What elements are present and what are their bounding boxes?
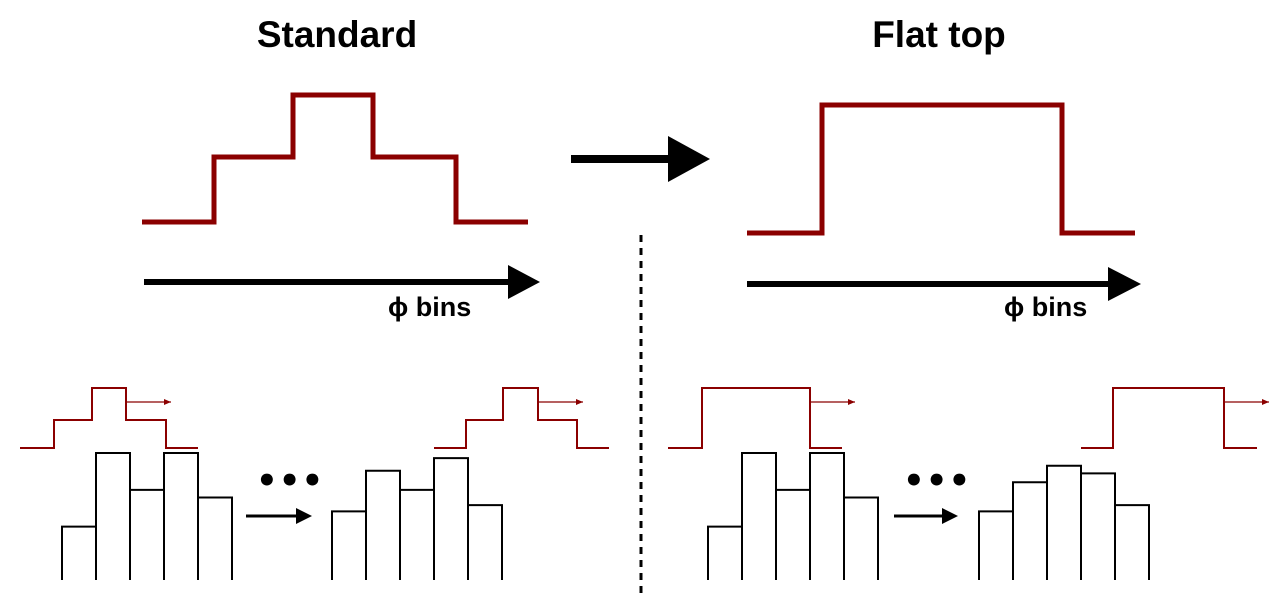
histogram-bar [163,452,199,580]
histogram-bar [1080,472,1116,580]
histogram-bar [365,469,401,580]
histogram-bar [775,488,811,580]
histogram-bar [741,452,777,580]
flattop-axis-label: ϕ bins [1004,292,1088,322]
histogram-bar [1114,504,1150,580]
standard-small-kernel-1 [20,387,198,449]
histogram-bar [331,510,367,580]
histogram-bar [1012,481,1048,580]
standard-ellipsis: ••• [256,461,325,501]
histogram-bar [61,525,97,580]
histogram-bar [707,525,743,580]
standard-input-histogram [61,452,233,580]
histogram-bar [843,496,879,580]
histogram-bar [399,488,435,580]
histogram-bar [95,452,131,580]
histogram-bar [197,496,233,580]
histogram-bar [1046,464,1082,580]
standard-title: Standard [256,14,418,55]
standard-small-arrow [246,508,312,524]
flattop-kernel-shape [747,102,1135,236]
flattop-small-kernel-2 [1081,387,1269,449]
histogram-bar [433,457,469,580]
histogram-bar [978,510,1014,580]
flattop-ellipsis: ••• [903,461,972,501]
standard-phi-axis-arrow [144,265,540,299]
transition-arrow [571,136,710,182]
flattop-small-kernel-1 [668,387,855,449]
flattop-small-arrow [894,508,958,524]
flattop-input-histogram [707,452,879,580]
flattop-title: Flat top [872,14,1006,55]
flattop-output-histogram [978,464,1150,580]
histogram-bar [467,504,503,580]
standard-output-histogram [331,457,503,580]
histogram-bar [129,488,165,580]
standard-kernel-shape [142,92,528,225]
standard-axis-label: ϕ bins [388,292,472,322]
standard-small-kernel-2 [434,387,609,449]
histogram-bar [809,452,845,580]
flattop-phi-axis-arrow [747,267,1141,301]
